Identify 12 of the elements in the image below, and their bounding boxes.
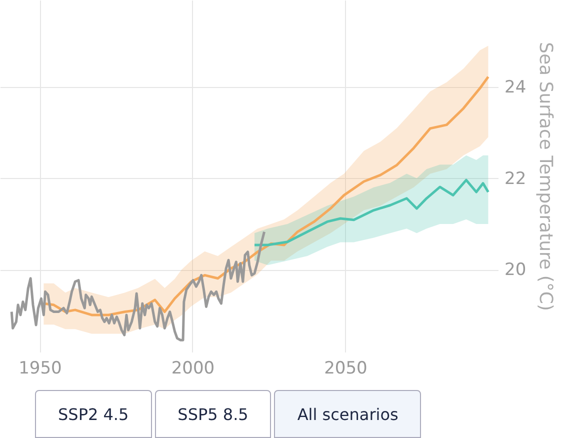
- y-tick-label: 24: [504, 77, 526, 98]
- line-series: [253, 178, 490, 246]
- y-axis-title: Sea Surface Temperature (°C): [535, 42, 556, 311]
- x-tick-label: 1950: [18, 358, 62, 378]
- x-tick-label: 2000: [171, 358, 215, 378]
- line-series: [10, 230, 266, 342]
- x-tick-label: 2050: [324, 358, 368, 378]
- y-tick-label: 20: [504, 260, 526, 280]
- scenario-button: SSP2 4.5: [35, 390, 152, 438]
- scenario-button: All scenarios: [274, 390, 422, 438]
- y-tick-label: 22: [504, 168, 526, 189]
- scenario-button: SSP5 8.5: [154, 390, 272, 438]
